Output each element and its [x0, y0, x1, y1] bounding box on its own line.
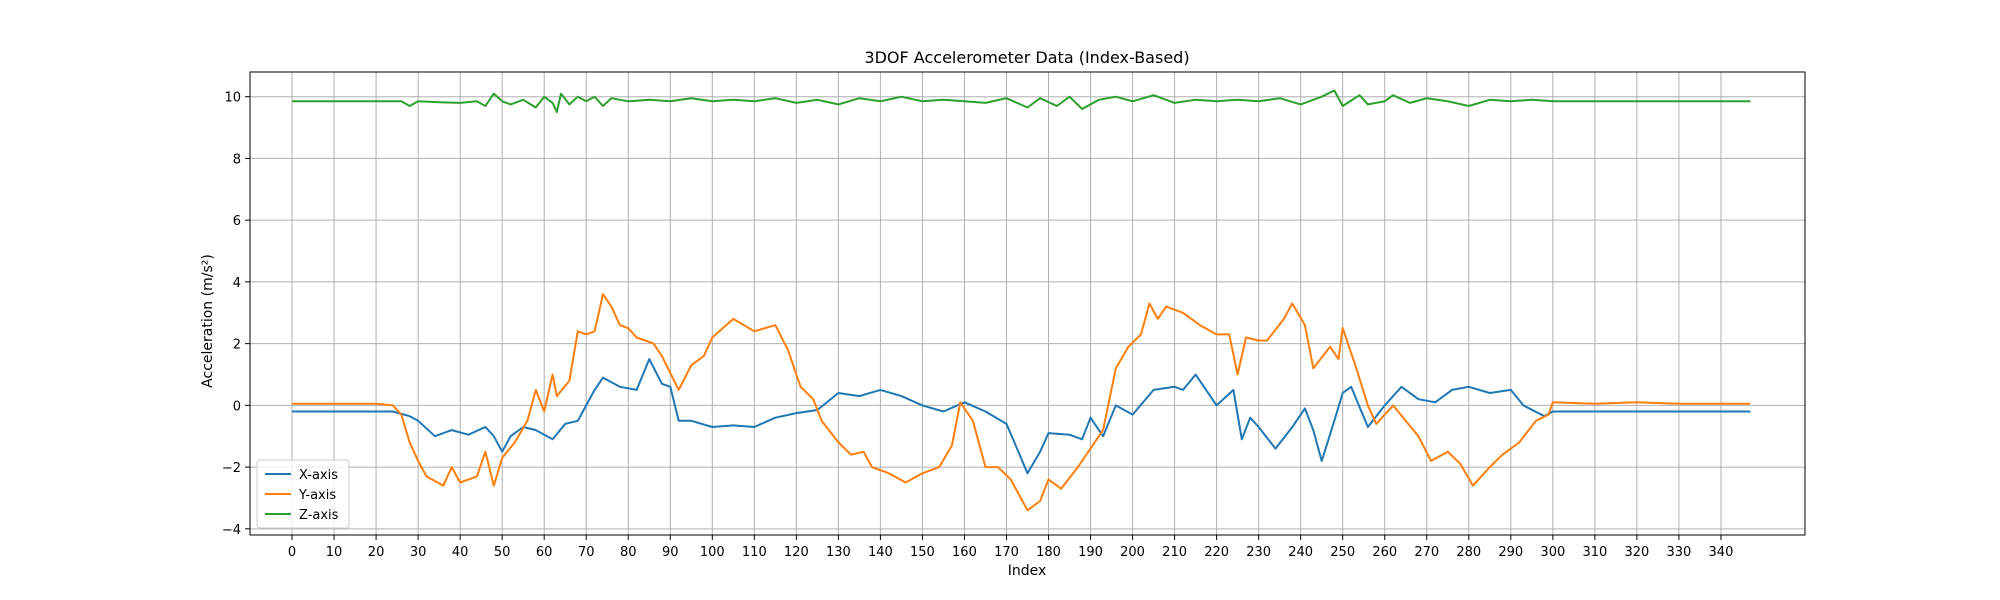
x-tick-label: 30: [410, 545, 427, 560]
x-tick-label: 200: [1120, 545, 1145, 560]
x-tick-label: 230: [1246, 545, 1271, 560]
x-tick-label: 270: [1414, 545, 1439, 560]
x-tick-label: 20: [368, 545, 385, 560]
x-tick-label: 70: [578, 545, 595, 560]
x-tick-label: 0: [288, 545, 296, 560]
legend: X-axis Y-axis Z-axis: [256, 459, 350, 529]
legend-box: [256, 459, 350, 529]
x-tick-label: 260: [1372, 545, 1397, 560]
x-tick-label: 310: [1582, 545, 1607, 560]
y-axis-label: Acceleration (m/s²): [200, 254, 216, 388]
chart-title: 3DOF Accelerometer Data (Index-Based): [864, 48, 1189, 67]
legend-entry: X-axis: [299, 468, 338, 483]
x-tick-label: 100: [700, 545, 725, 560]
legend-entry: Y-axis: [298, 488, 336, 503]
x-tick-label: 120: [784, 545, 809, 560]
y-tick-label: 8: [233, 152, 241, 167]
x-tick-label: 300: [1540, 545, 1565, 560]
x-tick-label: 280: [1456, 545, 1481, 560]
series-line-z-axis: [292, 89, 1751, 114]
y-tick-label: 2: [233, 338, 241, 353]
series-line-y-axis: [292, 293, 1751, 512]
x-tick-label: 320: [1624, 545, 1649, 560]
x-tick-label: 240: [1288, 545, 1313, 560]
x-tick-label: 130: [826, 545, 851, 560]
series-line-x-axis: [292, 358, 1751, 475]
y-tick-label: 4: [233, 276, 241, 291]
x-tick-label: 10: [326, 545, 343, 560]
x-tick-label: 140: [868, 545, 893, 560]
x-tick-label: 180: [1036, 545, 1061, 560]
plot-frame: [249, 71, 1806, 536]
x-axis-label: Index: [1008, 563, 1047, 579]
x-tick-label: 150: [910, 545, 935, 560]
y-tick-label: 0: [233, 399, 241, 414]
x-tick-label: 190: [1078, 545, 1103, 560]
y-tick-label: 10: [224, 91, 241, 106]
y-tick-label: −4: [222, 523, 241, 538]
x-tick-label: 60: [536, 545, 553, 560]
series-lines: [292, 89, 1751, 512]
x-tick-label: 340: [1709, 545, 1734, 560]
x-tick-label: 90: [662, 545, 679, 560]
x-tick-label: 170: [994, 545, 1019, 560]
x-tick-label: 40: [452, 545, 469, 560]
x-tick-label: 110: [742, 545, 767, 560]
x-tick-label: 160: [952, 545, 977, 560]
x-tick-label: 80: [620, 545, 637, 560]
x-tick-label: 210: [1162, 545, 1187, 560]
x-tick-label: 250: [1330, 545, 1355, 560]
y-tick-label: 6: [233, 214, 241, 229]
x-tick-label: 290: [1498, 545, 1523, 560]
x-tick-label: 330: [1667, 545, 1692, 560]
axis-ticks: 0 10 20 30 40 50 60 70 80 90 100 110 120 130 140 150 160…: [222, 91, 1734, 560]
legend-entry: Z-axis: [299, 508, 339, 523]
y-tick-label: −2: [222, 461, 241, 476]
x-tick-label: 50: [494, 545, 511, 560]
grid-lines: [250, 72, 1805, 535]
x-tick-label: 220: [1204, 545, 1229, 560]
